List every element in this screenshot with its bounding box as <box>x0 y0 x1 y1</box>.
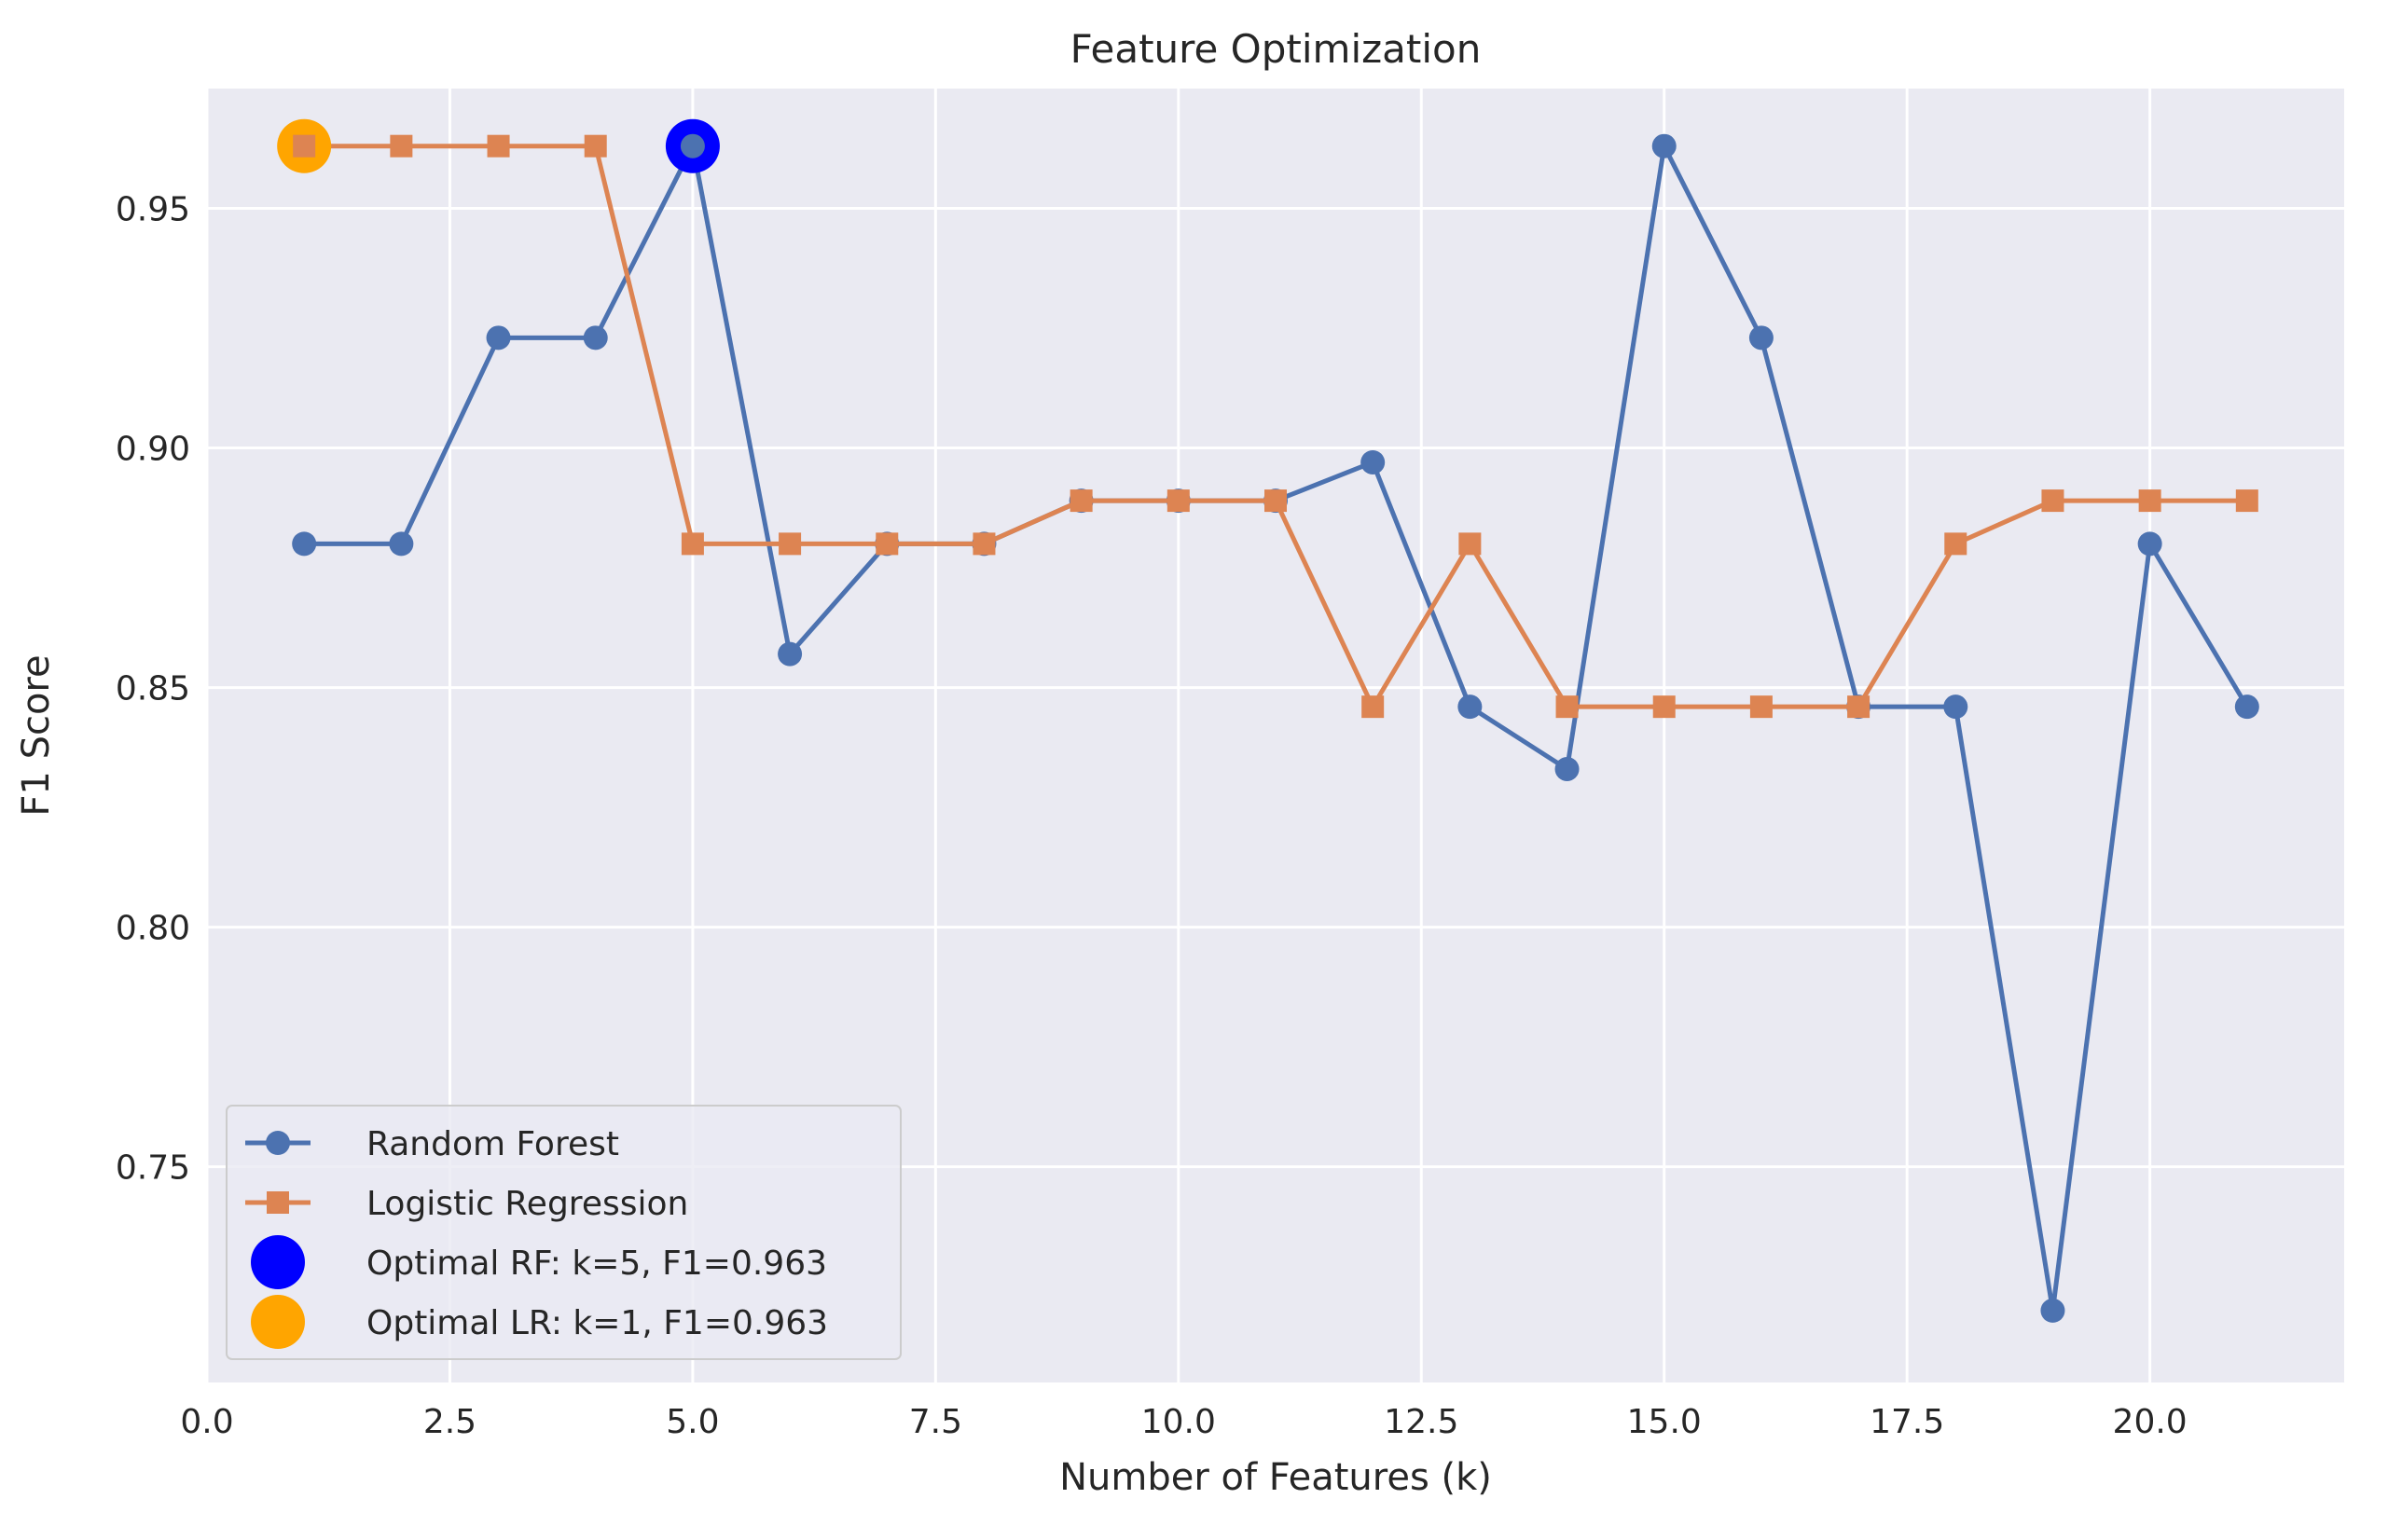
data-point-circle <box>1554 756 1580 781</box>
x-tick-label: 10.0 <box>1141 1403 1216 1441</box>
data-point-circle <box>778 641 803 667</box>
x-tick-label: 2.5 <box>423 1403 476 1441</box>
x-tick-label: 12.5 <box>1384 1403 1458 1441</box>
series-logistic-regression <box>293 134 2258 719</box>
legend-entry: Optimal RF: k=5, F1=0.963 <box>251 1235 827 1289</box>
data-point-circle <box>1651 133 1677 158</box>
legend-label: Optimal LR: k=1, F1=0.963 <box>366 1304 828 1342</box>
optimal-markers <box>277 118 720 173</box>
data-point-circle <box>2234 694 2259 720</box>
data-point-square <box>390 134 413 158</box>
data-point-square <box>1749 695 1773 719</box>
data-point-square <box>2235 489 2258 513</box>
y-axis-label: F1 Score <box>15 654 58 816</box>
y-tick-label: 0.90 <box>116 431 190 469</box>
data-point-circle <box>389 531 414 557</box>
series-layer <box>292 133 2259 1323</box>
grid-lines <box>205 89 2344 1382</box>
data-point-square <box>1458 532 1482 556</box>
data-point-square <box>973 532 996 556</box>
y-tick-label: 0.95 <box>116 191 190 229</box>
data-point-circle <box>292 531 317 557</box>
data-point-square <box>1847 695 1871 719</box>
y-tick-label: 0.75 <box>116 1149 190 1188</box>
legend: Random Forest Logistic Regression Optimal … <box>226 1105 902 1360</box>
legend-entry: Optimal LR: k=1, F1=0.963 <box>251 1295 828 1349</box>
data-point-square <box>1166 489 1190 513</box>
data-point-square <box>584 134 607 158</box>
data-point-circle <box>1943 694 1968 720</box>
data-point-square <box>1652 695 1676 719</box>
legend-label: Optimal RF: k=5, F1=0.963 <box>366 1244 827 1283</box>
y-tick-label: 0.85 <box>116 670 190 708</box>
y-tick-label: 0.80 <box>116 910 190 948</box>
legend-label: Random Forest <box>366 1125 619 1163</box>
tick-labels: 0.0 2.5 5.0 7.5 10.0 12.5 15.0 17.5 20.0 0.75 0.80… <box>116 191 2188 1441</box>
data-point-square <box>2138 489 2161 513</box>
data-point-square <box>876 532 899 556</box>
data-point-square <box>1264 489 1287 513</box>
legend-entry: Random Forest <box>245 1125 619 1163</box>
data-point-circle <box>2040 1298 2065 1323</box>
data-point-square <box>487 134 510 158</box>
data-point-square <box>1555 695 1579 719</box>
data-point-circle <box>486 325 511 351</box>
legend-marker-optimal <box>251 1295 305 1349</box>
data-point-circle <box>2137 531 2162 557</box>
data-point-square <box>1070 489 1093 513</box>
legend-marker-optimal <box>251 1235 305 1289</box>
data-point-circle <box>583 325 608 351</box>
x-tick-label: 0.0 <box>180 1403 233 1441</box>
data-point-circle <box>1457 694 1483 720</box>
data-point-square <box>1944 532 1967 556</box>
data-point-square <box>293 134 316 158</box>
x-tick-label: 15.0 <box>1627 1403 1702 1441</box>
x-tick-label: 7.5 <box>909 1403 962 1441</box>
data-point-square <box>1361 695 1385 719</box>
x-axis-label: Number of Features (k) <box>1059 1456 1492 1499</box>
legend-entry: Logistic Regression <box>245 1185 688 1223</box>
x-tick-label: 20.0 <box>2113 1403 2188 1441</box>
chart-title: Feature Optimization <box>1070 26 1482 72</box>
x-tick-label: 5.0 <box>666 1403 719 1441</box>
legend-label: Logistic Regression <box>366 1185 688 1223</box>
x-tick-label: 17.5 <box>1870 1403 1944 1441</box>
legend-marker-circle <box>266 1131 290 1155</box>
data-point-square <box>2041 489 2064 513</box>
data-point-square <box>681 532 704 556</box>
data-point-circle <box>1748 325 1774 351</box>
data-point-circle <box>1360 449 1386 474</box>
legend-box <box>226 1105 902 1360</box>
legend-marker-square <box>267 1191 289 1214</box>
data-point-square <box>779 532 802 556</box>
data-point-circle <box>680 133 705 158</box>
